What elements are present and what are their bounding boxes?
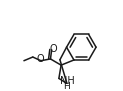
Text: O: O [37,54,44,64]
Text: O: O [50,44,57,54]
Text: NH: NH [60,76,74,86]
Text: H: H [64,82,70,91]
